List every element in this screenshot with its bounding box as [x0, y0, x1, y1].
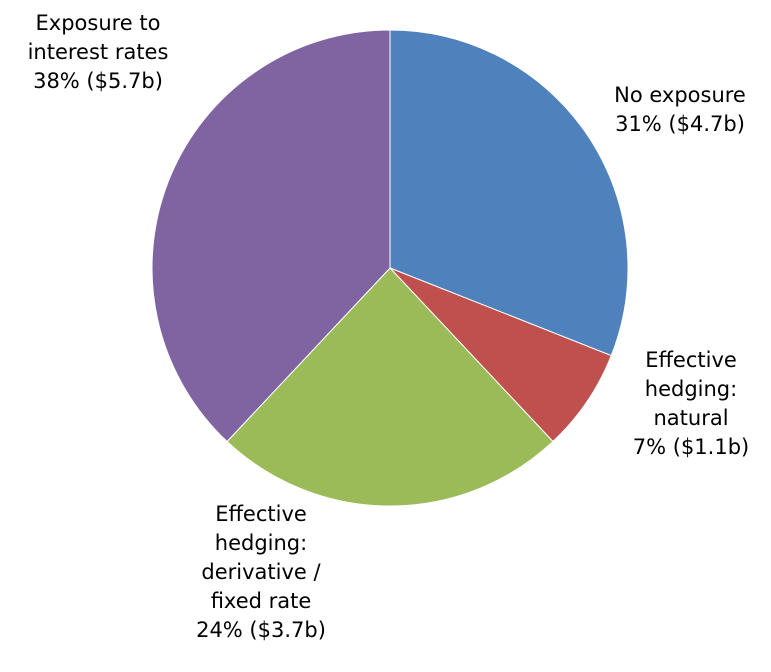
pie-slice-exposure-to-interest-rates [151, 29, 391, 443]
slice-label-line: Effective [645, 348, 737, 372]
slice-label-line: 24% ($3.7b) [196, 618, 326, 642]
slice-label-line: natural [653, 406, 728, 430]
slice-label-exposure-to-interest-rates: Exposure to interest rates 38% ($5.7b) [28, 11, 169, 93]
pie-slice-effective-hedging-natural [389, 267, 612, 443]
slice-label-line: No exposure [614, 83, 746, 107]
slice-label-line: interest rates [28, 40, 169, 64]
slice-label-line: 38% ($5.7b) [33, 69, 163, 93]
slice-label-line: 7% ($1.1b) [633, 435, 749, 459]
pie-slice-no-exposure [389, 29, 629, 357]
pie-slice-effective-hedging-derivative [226, 267, 554, 507]
slice-label-line: Exposure to [36, 11, 161, 35]
slice-label-line: Effective [215, 502, 307, 526]
slice-label-line: derivative / [201, 560, 321, 584]
slice-label-line: hedging: [215, 531, 307, 555]
slice-label-no-exposure: No exposure 31% ($4.7b) [614, 83, 746, 136]
slice-label-effective-hedging-natural: Effective hedging: natural 7% ($1.1b) [633, 348, 749, 459]
slice-label-line: hedging: [645, 377, 737, 401]
slice-label-line: 31% ($4.7b) [615, 112, 745, 136]
slice-label-line: fixed rate [211, 589, 312, 613]
slice-label-effective-hedging-derivative: Effective hedging: derivative / fixed rate 2… [196, 502, 326, 642]
